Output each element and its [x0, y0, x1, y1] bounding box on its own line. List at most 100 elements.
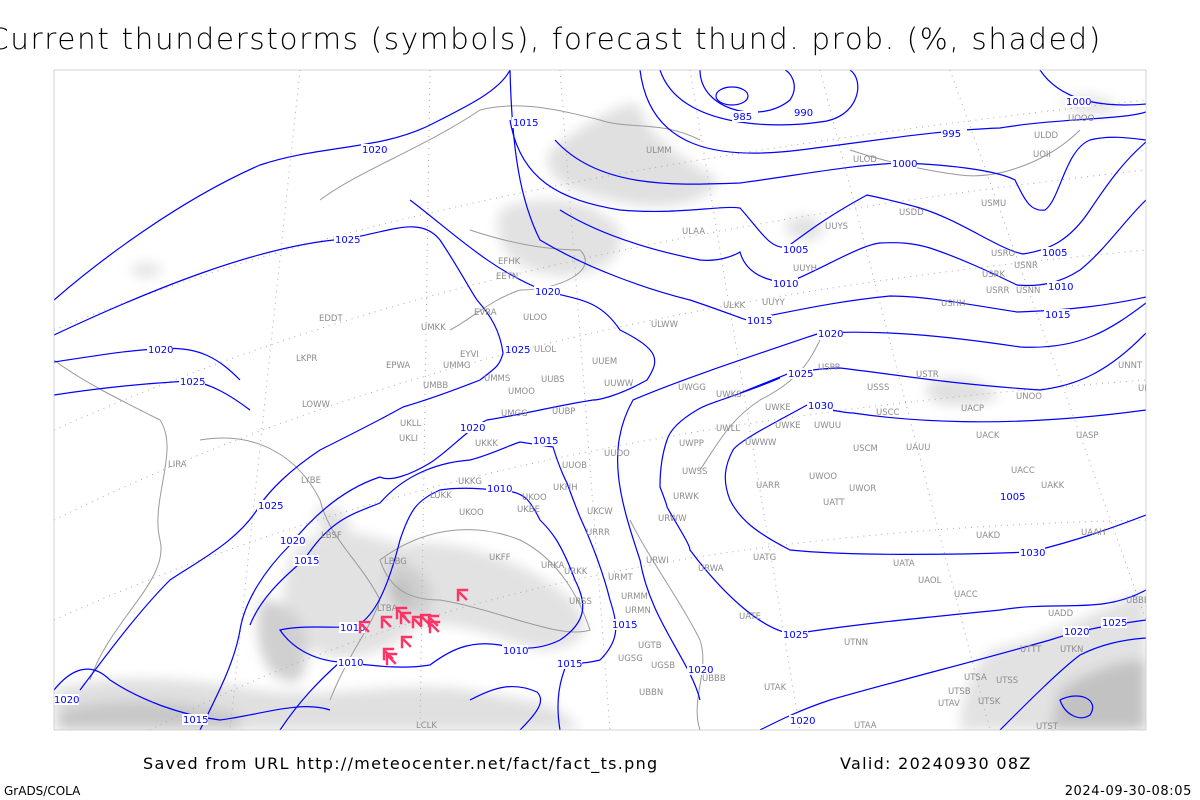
isobar-label: 985 [733, 112, 752, 123]
isobar-label: 1020 [818, 329, 843, 340]
station-label: UKLI [399, 434, 418, 444]
isobar-label: 1025 [505, 345, 530, 356]
isobar-label-background [556, 658, 582, 669]
station-label: LBBG [384, 557, 407, 567]
station-label: USRK [982, 270, 1006, 280]
isobar-label-background [941, 128, 967, 139]
isobar-label-background [1065, 96, 1091, 107]
station-label: UAOL [918, 576, 942, 586]
station-label: EDDT [319, 314, 343, 324]
station-label: UKOO [522, 493, 547, 503]
isobar-label: 1015 [557, 659, 582, 670]
station-label: UMGG [501, 409, 528, 419]
station-label: ULKK [723, 301, 746, 311]
station-label: UUBS [541, 375, 565, 385]
station-label: EFHK [498, 257, 521, 267]
isobar-label: 1020 [460, 423, 485, 434]
isobar-label: 1020 [688, 665, 713, 676]
isobar-label: 1020 [1064, 627, 1089, 638]
station-label: UACC [1011, 466, 1035, 476]
station-label: UWOR [849, 484, 876, 494]
station-label: UADD [1048, 609, 1074, 619]
station-label: LYBE [301, 476, 321, 486]
station-label: UBBB [702, 674, 726, 684]
station-label: URWK [673, 492, 699, 502]
isobar-label-background [1041, 247, 1067, 258]
isobar-label-background [486, 483, 512, 494]
isobar-label: 1020 [362, 145, 387, 156]
station-label: UMKK [421, 323, 446, 333]
station-label: USHH [941, 299, 965, 309]
thunderstorm-symbol-icon [380, 615, 393, 629]
station-label: UKCW [587, 507, 613, 517]
station-label: USRR [986, 286, 1010, 296]
isobar-label-background [1019, 547, 1045, 558]
station-label: UTSS [996, 676, 1018, 686]
station-label: UTNN [844, 638, 868, 648]
station-label: URSS [569, 597, 592, 607]
isobar-label: 1000 [1066, 97, 1091, 108]
isobar-label-background [1044, 309, 1070, 320]
isobar-label-background [147, 344, 173, 355]
isobar-label-background [789, 715, 815, 726]
isobar-label: 1020 [790, 716, 815, 727]
station-label: UACP [961, 404, 984, 414]
station-label: UTKN [1060, 645, 1083, 655]
station-label: UTSA [964, 673, 987, 683]
thunderstorm-symbols [358, 588, 469, 666]
station-label: USNR [1014, 261, 1038, 271]
station-label: UUEM [592, 357, 617, 367]
station-label: USMU [981, 199, 1006, 209]
station-label: UWKE [765, 403, 791, 413]
station-label: ULOD [853, 155, 877, 165]
station-label: UUBP [552, 407, 575, 417]
station-label: UOOO [1068, 114, 1095, 124]
isobar-label-background [793, 107, 819, 118]
station-label: LUKK [430, 491, 452, 501]
isobar-label: 1015 [612, 620, 637, 631]
isobar-label: 1020 [54, 695, 79, 706]
station-label: UUYY [762, 298, 786, 308]
station-label: UGSB [651, 661, 675, 671]
isobar-label-background [361, 144, 387, 155]
station-label: UTAK [764, 683, 787, 693]
station-label: UATA [893, 559, 915, 569]
isobar-label-background [337, 657, 363, 668]
isobar-label: 1030 [1020, 548, 1045, 559]
station-label: UTAV [938, 699, 960, 709]
thunderstorm-symbol-icon [399, 611, 412, 625]
station-label: UTSB [948, 687, 971, 697]
station-label: UGTB [638, 641, 662, 651]
station-label: UASP [1076, 431, 1099, 441]
station-label: UKHH [553, 483, 578, 493]
station-label: UKBE [517, 505, 540, 515]
isobar-label: 1015 [1045, 310, 1070, 321]
isobar-label: 995 [942, 129, 961, 140]
isobar-label-background [746, 315, 772, 326]
map-title: Current thunderstorms (symbols), forecas… [0, 22, 1102, 56]
station-label: ULDD [1034, 131, 1059, 141]
isobar-label-background [54, 694, 79, 705]
isobar-label: 1015 [183, 715, 208, 726]
station-label: LBSF [321, 531, 342, 541]
isobar-label-background [1063, 626, 1089, 637]
isobar-label: 1000 [892, 159, 917, 170]
station-label: UUYS [825, 222, 848, 232]
station-label: URRR [586, 528, 610, 538]
isobar-label-background [459, 422, 485, 433]
station-label: URKK [564, 567, 588, 577]
thunderstorm-symbol-icon [428, 620, 441, 634]
software-credit: GrADS/COLA [4, 784, 81, 798]
station-label: ULWW [651, 320, 679, 330]
thunderstorm-symbol-icon [358, 620, 371, 634]
station-label: UWPP [679, 439, 704, 449]
station-label: UOII [1033, 150, 1051, 160]
station-label: USRO [991, 249, 1016, 259]
isobar-label: 1010 [1048, 282, 1073, 293]
isobar-label: 1015 [533, 436, 558, 447]
station-label: UUYH [793, 264, 817, 274]
station-label: UACK [976, 431, 1000, 441]
station-label: UTAA [854, 721, 877, 731]
station-label: LKPR [296, 354, 317, 364]
